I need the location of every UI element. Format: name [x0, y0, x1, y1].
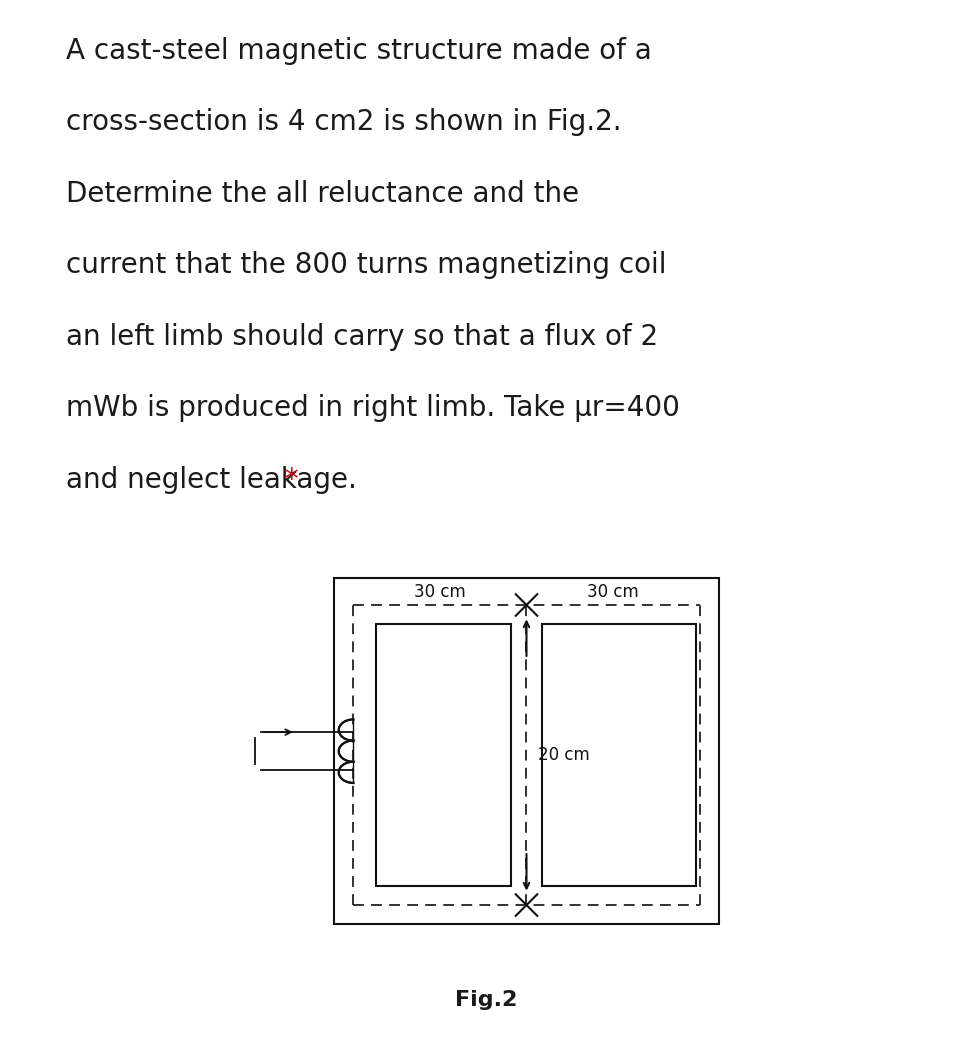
Bar [541, 624, 696, 886]
Text: A cast-steel magnetic structure made of a: A cast-steel magnetic structure made of … [66, 37, 652, 65]
Text: an left limb should carry so that a flux of 2: an left limb should carry so that a flux… [66, 323, 658, 350]
Text: mWb is produced in right limb. Take μr=400: mWb is produced in right limb. Take μr=4… [66, 395, 680, 422]
Text: Determine the all reluctance and the: Determine the all reluctance and the [66, 180, 579, 207]
Text: current that the 800 turns magnetizing coil: current that the 800 turns magnetizing c… [66, 252, 667, 279]
Text: Fig.2: Fig.2 [455, 990, 517, 1009]
Text: *: * [276, 466, 299, 493]
Bar [334, 578, 719, 925]
Text: 30 cm: 30 cm [414, 583, 466, 601]
Text: and neglect leakage.: and neglect leakage. [66, 466, 357, 493]
Text: cross-section is 4 cm2 is shown in Fig.2.: cross-section is 4 cm2 is shown in Fig.2… [66, 109, 622, 136]
Text: 30 cm: 30 cm [587, 583, 639, 601]
Bar [376, 624, 511, 886]
Text: 20 cm: 20 cm [538, 746, 590, 764]
